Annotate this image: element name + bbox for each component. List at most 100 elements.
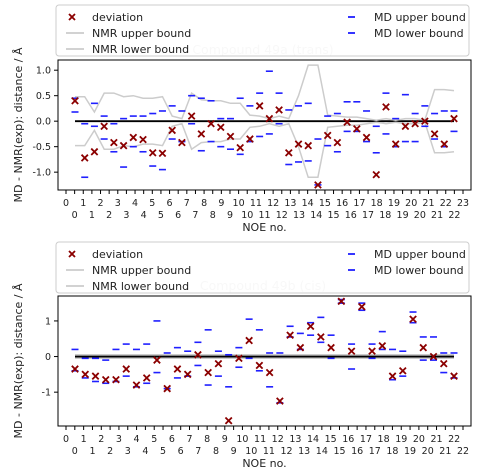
x-tick-label: 15: [327, 210, 339, 221]
chart-0: -1.0-0.50.00.51.000112233445566778899101…: [12, 4, 472, 234]
x-tick-label: 8: [201, 198, 207, 209]
deviation-point: [119, 141, 128, 150]
x-tick-label: 11: [263, 446, 275, 457]
deviation-point: [214, 359, 223, 368]
x-tick-label: 8: [213, 446, 219, 457]
x-tick-label: 12: [276, 210, 288, 221]
x-tick-label: 18: [386, 446, 398, 457]
x-tick-label: 13: [293, 210, 305, 221]
x-tick-label: 14: [316, 446, 328, 457]
deviation-point: [178, 138, 186, 147]
x-tick-label: 8: [204, 434, 210, 445]
deviation-point: [411, 119, 419, 128]
deviation-point: [139, 135, 147, 144]
x-tick-label: 10: [241, 210, 253, 221]
legend-md-upper-label: MD upper bound: [374, 11, 466, 24]
deviation-point: [226, 132, 235, 141]
deviation-point: [204, 368, 212, 377]
x-tick-label: 9: [222, 434, 228, 445]
deviation-point: [245, 336, 253, 345]
x-tick-label: 12: [281, 446, 293, 457]
deviation-point: [91, 372, 100, 380]
deviation-point: [81, 370, 90, 379]
x-tick-label: 7: [184, 198, 190, 209]
x-tick-label: 23: [457, 198, 469, 209]
x-tick-label: 2: [97, 198, 103, 209]
legend-deviation-marker: [68, 250, 76, 258]
x-tick-label: 6: [175, 210, 181, 221]
legend-deviation-label: deviation: [92, 11, 143, 24]
deviation-point: [450, 114, 458, 123]
x-tick-label: 16: [342, 434, 354, 445]
x-tick-label: 5: [160, 446, 166, 457]
legend-box: [55, 4, 470, 57]
deviation-point: [187, 112, 196, 120]
x-tick-label: 2: [107, 446, 113, 457]
deviation-point: [163, 384, 172, 393]
x-tick-label: 15: [319, 198, 331, 209]
deviation-point: [409, 315, 417, 323]
deviation-point: [142, 374, 151, 382]
deviation-point: [378, 342, 387, 350]
deviation-point: [398, 366, 407, 375]
deviation-point: [71, 365, 79, 373]
deviation-point: [419, 343, 428, 352]
x-tick-label: 1: [80, 198, 86, 209]
x-tick-label: 11: [250, 198, 262, 209]
deviation-point: [197, 130, 206, 138]
x-tick-label: 0: [72, 446, 78, 457]
x-axis-label: NOE no.: [242, 221, 286, 234]
x-tick-label: 12: [272, 434, 284, 445]
deviation-point: [450, 372, 458, 380]
deviation-point: [391, 140, 400, 148]
deviation-point: [421, 117, 429, 126]
deviation-point: [388, 372, 397, 380]
x-tick-label: 11: [258, 210, 270, 221]
x-axis-label: NOE no.: [242, 457, 286, 470]
deviation-point: [284, 148, 293, 157]
deviation-point: [306, 322, 315, 331]
x-tick-label: 20: [413, 434, 425, 445]
x-tick-label: 4: [134, 434, 140, 445]
deviation-point: [148, 148, 157, 157]
x-tick-label: 18: [371, 198, 383, 209]
deviation-point: [122, 365, 131, 373]
chart-1: -101001122334455667788991010111112121313…: [12, 241, 472, 470]
y-tick-label: -0.5: [32, 142, 51, 153]
x-tick-label: 5: [149, 198, 155, 209]
x-tick-label: 7: [192, 210, 198, 221]
deviation-point: [235, 354, 243, 363]
x-tick-label: 19: [397, 210, 409, 221]
legend-nmr-upper-label: NMR upper bound: [92, 27, 191, 40]
nmr-lower-line: [75, 121, 455, 179]
x-tick-label: 16: [351, 446, 363, 457]
deviation-point: [207, 119, 215, 128]
deviation-point: [255, 361, 264, 370]
y-tick-label: 0: [45, 352, 51, 363]
x-tick-label: 19: [404, 446, 416, 457]
deviation-point: [71, 96, 79, 105]
deviation-point: [343, 118, 351, 127]
deviation-point: [286, 331, 294, 340]
x-tick-label: 4: [132, 198, 138, 209]
deviation-point: [255, 102, 264, 110]
legend-nmr-lower-label: NMR lower bound: [92, 43, 189, 56]
x-tick-label: 2: [98, 434, 104, 445]
x-tick-label: 19: [388, 198, 400, 209]
deviation-point: [110, 138, 118, 147]
x-tick-label: 8: [210, 210, 216, 221]
deviation-point: [153, 356, 161, 364]
x-tick-label: 13: [284, 198, 296, 209]
x-tick-label: 10: [245, 446, 257, 457]
deviation-point: [194, 350, 202, 359]
deviation-point: [347, 347, 356, 356]
deviation-point: [333, 138, 342, 147]
deviation-point: [439, 359, 448, 368]
deviation-point: [352, 124, 361, 133]
x-tick-label: 16: [345, 210, 357, 221]
x-tick-label: 21: [431, 210, 443, 221]
deviation-point: [368, 347, 376, 356]
x-tick-label: 17: [362, 210, 374, 221]
x-tick-label: 1: [89, 446, 95, 457]
